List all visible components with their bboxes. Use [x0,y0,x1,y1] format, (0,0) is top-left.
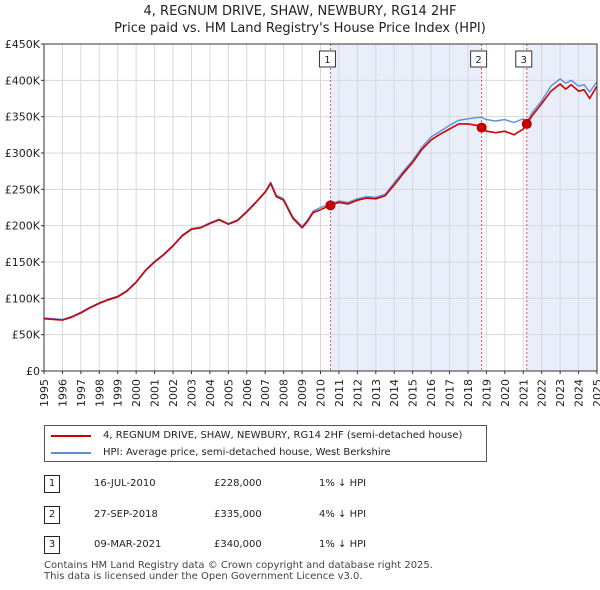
x-tick-label: 2020 [499,379,512,407]
x-tick-label: 2011 [333,379,346,407]
sale-label: 1 [324,55,330,66]
transaction-hpi: 1% ↓ HPI [319,478,367,489]
y-tick-label: £50K [12,329,41,342]
x-tick-label: 2002 [167,379,180,407]
x-tick-label: 2022 [536,379,549,407]
y-tick-label: £350K [5,111,41,124]
axes: £0 £50K £100K £150K £200K £250K £300K £350K £400… [5,38,600,407]
y-tick-label: £450K [5,38,41,51]
transaction-number: 2 [44,506,60,524]
sale-markers [329,44,528,371]
x-tick-label: 2021 [517,379,530,407]
x-tick-label: 1995 [38,379,51,407]
x-tick-label: 1996 [56,379,69,407]
x-tick-label: 2007 [259,379,272,407]
sale-label: 3 [521,55,527,66]
sale-point [521,118,532,129]
transaction-date: 09-MAR-2021 [94,539,162,550]
x-tick-label: 2014 [388,379,401,407]
y-tick-label: £100K [5,292,41,305]
x-tick-label: 2012 [351,379,364,407]
transaction-hpi: 4% ↓ HPI [319,509,367,520]
legend-item-property: 4, REGNUM DRIVE, SHAW, NEWBURY, RG14 2HF… [51,428,462,444]
sale-label-box [515,50,533,68]
x-tick-label: 1997 [75,379,88,407]
footer-copyright: Contains HM Land Registry data © Crown c… [44,560,433,571]
transaction-price: £335,000 [214,509,262,520]
legend-swatch-hpi [51,452,91,454]
transaction-price: £228,000 [214,478,262,489]
sale-points [325,118,532,211]
legend-label-hpi: HPI: Average price, semi-detached house,… [103,447,391,458]
legend-swatch-property [51,435,91,437]
transaction-price: £340,000 [214,539,262,550]
x-tick-label: 2019 [480,379,493,407]
y-tick-label: £150K [5,256,41,269]
y-tick-label: £0 [26,365,40,378]
shaded-range [526,44,597,371]
transaction-number: 3 [44,536,60,554]
legend-label-property: 4, REGNUM DRIVE, SHAW, NEWBURY, RG14 2HF… [103,430,463,441]
legend: 4, REGNUM DRIVE, SHAW, NEWBURY, RG14 2HF… [44,425,487,462]
chart-title-line2: Price paid vs. HM Land Registry's House … [114,21,486,36]
x-tick-label: 2001 [149,379,162,407]
x-tick-label: 2004 [204,379,217,407]
sale-point [476,122,487,133]
x-tick-label: 2017 [444,379,457,407]
x-tick-label: 2024 [573,379,586,407]
sale-label-box [470,50,488,68]
y-tick-label: £300K [5,147,41,160]
x-tick-label: 2013 [370,379,383,407]
x-tick-label: 2006 [241,379,254,407]
transaction-date: 27-SEP-2018 [94,509,158,520]
sale-label-box [318,50,336,68]
x-tick-label: 2015 [407,379,420,407]
legend-item-hpi: HPI: Average price, semi-detached house,… [51,445,391,461]
transaction-number: 1 [44,475,60,493]
chart: £0 £50K £100K £150K £200K £250K £300K £350K £400… [5,38,600,407]
sale-point [325,200,336,211]
chart-title: 4, REGNUM DRIVE, SHAW, NEWBURY, RG14 2HF… [0,3,600,37]
x-tick-label: 2005 [222,379,235,407]
x-tick-label: 2010 [315,379,328,407]
shaded-range [330,44,482,371]
y-tick-label: £250K [5,183,41,196]
x-tick-label: 2009 [296,379,309,407]
transaction-hpi: 1% ↓ HPI [319,539,367,550]
y-tick-label: £200K [5,220,41,233]
x-tick-label: 2023 [554,379,567,407]
sale-label: 2 [475,55,481,66]
x-tick-label: 1999 [112,379,125,407]
transaction-date: 16-JUL-2010 [94,478,156,489]
y-tick-label: £400K [5,74,41,87]
x-tick-label: 2025 [591,379,600,407]
chart-title-line1: 4, REGNUM DRIVE, SHAW, NEWBURY, RG14 2HF [143,4,457,19]
footer-license: This data is licensed under the Open Gov… [44,571,363,582]
x-tick-label: 2018 [462,379,475,407]
x-tick-label: 2008 [278,379,291,407]
x-tick-label: 1998 [93,379,106,407]
footer: Contains HM Land Registry data © Crown c… [44,560,433,582]
x-tick-label: 2016 [425,379,438,407]
x-tick-label: 2000 [130,379,143,407]
sale-labels: 1 2 3 [318,50,533,68]
x-tick-label: 2003 [185,379,198,407]
